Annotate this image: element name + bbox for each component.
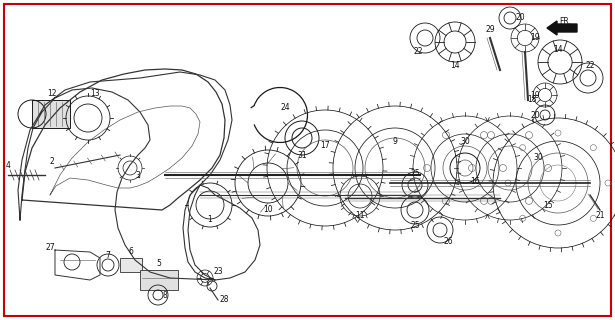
Text: 26: 26 (443, 237, 453, 246)
Text: 14: 14 (450, 60, 460, 69)
Text: 14: 14 (553, 45, 563, 54)
Text: 24: 24 (280, 103, 290, 113)
Text: 30: 30 (460, 138, 470, 147)
Text: 22: 22 (585, 60, 595, 69)
Text: 21: 21 (595, 211, 605, 220)
Bar (140, 270, 178, 290)
Text: 13: 13 (90, 90, 100, 99)
Text: 27: 27 (45, 244, 55, 252)
Text: 19: 19 (530, 34, 540, 43)
Text: 25: 25 (410, 170, 420, 179)
Text: 8: 8 (162, 291, 167, 300)
Bar (32, 100, 70, 128)
Text: 11: 11 (355, 211, 365, 220)
Text: 12: 12 (47, 90, 57, 99)
Text: 20: 20 (515, 13, 525, 22)
Text: FR.: FR. (559, 18, 571, 27)
Text: 30: 30 (533, 154, 543, 163)
Text: 31: 31 (297, 150, 307, 159)
Text: 20: 20 (530, 110, 540, 119)
Text: 28: 28 (220, 295, 229, 305)
Text: 5: 5 (157, 260, 161, 268)
Text: 22: 22 (413, 47, 423, 57)
Text: 2: 2 (50, 157, 54, 166)
Text: 4: 4 (6, 161, 10, 170)
Text: 16: 16 (470, 178, 480, 187)
Text: 18: 18 (527, 95, 537, 105)
Text: 10: 10 (263, 205, 273, 214)
Text: 23: 23 (213, 268, 223, 276)
Text: 19: 19 (530, 91, 540, 100)
Text: 1: 1 (208, 215, 212, 225)
Text: 7: 7 (106, 251, 111, 260)
Text: 25: 25 (410, 220, 420, 229)
Text: 9: 9 (392, 138, 397, 147)
FancyArrow shape (547, 21, 577, 35)
Text: 29: 29 (485, 26, 495, 35)
Text: 3: 3 (135, 171, 140, 180)
Text: 6: 6 (129, 247, 133, 257)
Text: 17: 17 (320, 140, 330, 149)
Text: 15: 15 (543, 201, 553, 210)
Bar (120, 258, 142, 272)
